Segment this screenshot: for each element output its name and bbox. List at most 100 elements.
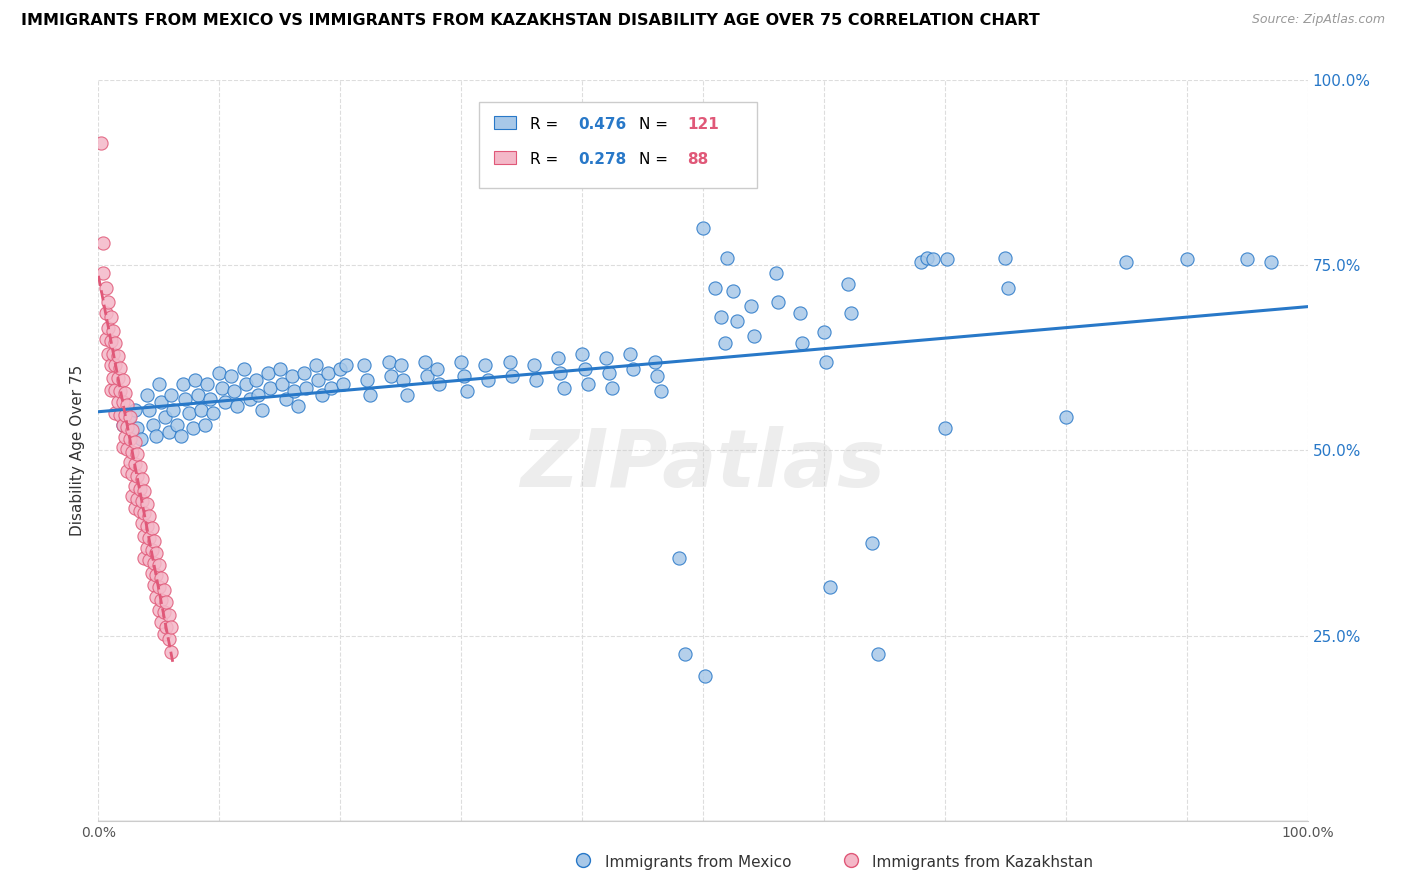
Point [426, 362, 449, 376]
Point [94, 306, 117, 320]
Point [619, 347, 641, 361]
Point [311, 388, 333, 402]
Point [997, 280, 1019, 294]
Point [413, 354, 436, 368]
Point [131, 472, 153, 486]
Point [155, 620, 177, 634]
Point [138, 531, 160, 545]
Point [353, 359, 375, 373]
Point [453, 369, 475, 384]
Point [574, 362, 596, 376]
Point [868, 647, 890, 661]
Point [104, 359, 127, 373]
Text: 121: 121 [688, 117, 718, 132]
Point [765, 266, 787, 280]
Point [127, 421, 149, 435]
Point [124, 479, 146, 493]
Point [124, 457, 146, 471]
Point [134, 507, 156, 521]
Point [150, 571, 173, 585]
Point [1175, 252, 1198, 267]
Point [162, 402, 184, 417]
Point [184, 373, 207, 387]
Point [214, 395, 236, 409]
Point [141, 543, 163, 558]
Point [269, 362, 291, 376]
Point [134, 528, 156, 542]
Point [157, 632, 180, 647]
Point [319, 380, 342, 394]
Point [456, 384, 478, 399]
Point [395, 388, 418, 402]
Point [839, 306, 862, 320]
Point [152, 605, 174, 619]
Point [416, 369, 439, 384]
Point [716, 251, 738, 265]
Point [153, 410, 176, 425]
Point [713, 336, 735, 351]
Point [766, 295, 789, 310]
Point [645, 369, 668, 384]
Point [668, 550, 690, 565]
Point [195, 376, 218, 391]
Point [598, 366, 620, 380]
Text: N =: N = [638, 117, 673, 132]
Point [94, 280, 117, 294]
Point [121, 423, 143, 437]
Point [221, 369, 243, 384]
Point [477, 373, 499, 387]
Point [121, 467, 143, 482]
Text: 88: 88 [688, 152, 709, 167]
Point [117, 442, 139, 456]
Point [190, 402, 212, 417]
Point [389, 359, 412, 373]
Point [222, 384, 245, 399]
Point [108, 384, 131, 399]
Point [111, 373, 134, 387]
Point [235, 376, 257, 391]
Point [91, 236, 114, 251]
Point [111, 395, 134, 409]
Point [256, 366, 278, 380]
Point [128, 504, 150, 518]
Point [316, 366, 339, 380]
Text: ZIPatlas: ZIPatlas [520, 426, 886, 504]
Point [644, 354, 666, 368]
Point [101, 324, 124, 338]
Point [292, 366, 315, 380]
Point [124, 501, 146, 516]
Point [114, 408, 136, 422]
Point [501, 369, 523, 384]
Point [124, 402, 146, 417]
Point [360, 388, 382, 402]
Point [524, 373, 547, 387]
Point [128, 482, 150, 496]
Text: Immigrants from Kazakhstan: Immigrants from Kazakhstan [872, 855, 1092, 870]
Point [232, 362, 254, 376]
Text: R =: R = [530, 117, 564, 132]
Point [128, 459, 150, 474]
Point [194, 417, 217, 432]
Point [150, 593, 173, 607]
Point [91, 266, 114, 280]
Point [523, 359, 546, 373]
Point [860, 536, 883, 550]
FancyBboxPatch shape [494, 151, 516, 164]
Point [356, 373, 378, 387]
Point [274, 392, 297, 406]
Point [143, 533, 166, 548]
Point [104, 407, 127, 421]
Point [474, 359, 496, 373]
Point [104, 383, 127, 397]
Point [107, 395, 129, 409]
Point [1054, 410, 1077, 425]
Point [295, 380, 318, 394]
Point [101, 371, 124, 385]
Point [815, 354, 838, 368]
Point [118, 410, 141, 425]
Point [141, 521, 163, 535]
Point [723, 285, 745, 299]
Point [150, 615, 173, 630]
Point [818, 581, 841, 595]
Point [114, 385, 136, 400]
